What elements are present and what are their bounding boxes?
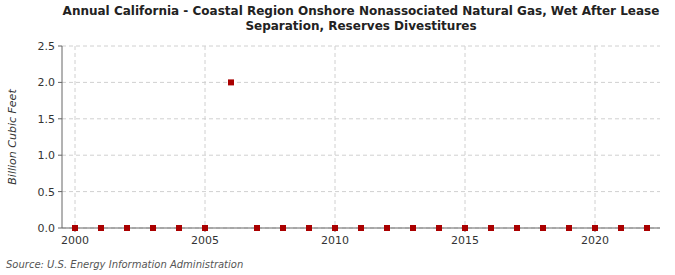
point: [358, 225, 364, 231]
grid-line-y: [62, 118, 660, 119]
point: [176, 225, 182, 231]
point: [462, 225, 468, 231]
point: [488, 225, 494, 231]
point: [410, 225, 416, 231]
point: [150, 225, 156, 231]
title: Annual California - Coastal Region Onsho…: [63, 4, 660, 33]
y-tick-label: 2.0: [38, 76, 56, 89]
y-tick-label: 0.5: [38, 186, 56, 199]
y-axis: [62, 46, 63, 228]
point: [202, 225, 208, 231]
x-tick-label: 2010: [321, 234, 349, 247]
y-tick-label: 0.0: [38, 222, 56, 235]
point: [384, 225, 390, 231]
point: [254, 225, 260, 231]
y-tick-label: 1.0: [38, 149, 56, 162]
point: [566, 225, 572, 231]
grid-line-y: [62, 191, 660, 192]
y-tick: [58, 228, 62, 229]
point: [98, 225, 104, 231]
point: [228, 79, 234, 85]
grid-line-x: [465, 46, 466, 228]
marks: [72, 79, 650, 231]
y-axis-label: Billion Cubic Feet: [6, 89, 19, 185]
grid-line-x: [335, 46, 336, 228]
y-tick-label: 2.5: [38, 40, 56, 53]
y-tick: [58, 155, 62, 156]
grid-line-x: [595, 46, 596, 228]
point: [72, 225, 78, 231]
x-tick-label: 2015: [451, 234, 479, 247]
point: [436, 225, 442, 231]
point: [540, 225, 546, 231]
point: [592, 225, 598, 231]
point: [618, 225, 624, 231]
y-tick: [58, 118, 62, 119]
point: [332, 225, 338, 231]
grid-line-x: [205, 46, 206, 228]
title-line: Separation, Reserves Divestitures: [245, 19, 476, 33]
x-tick-label: 2020: [581, 234, 609, 247]
grid-line-y: [62, 155, 660, 156]
point: [280, 225, 286, 231]
grid-line-x: [75, 46, 76, 228]
point: [514, 225, 520, 231]
point: [306, 225, 312, 231]
x-tick-label: 2005: [191, 234, 219, 247]
x-tick-label: 2000: [61, 234, 89, 247]
title-line: Annual California - Coastal Region Onsho…: [63, 4, 660, 18]
y-tick-label: 1.5: [38, 113, 56, 126]
y-tick: [58, 191, 62, 192]
grid-line-y: [62, 82, 660, 83]
grid-line-y: [62, 46, 660, 47]
y-tick: [58, 82, 62, 83]
point: [644, 225, 650, 231]
point: [124, 225, 130, 231]
source: Source: U.S. Energy Information Administ…: [6, 259, 243, 270]
y-tick: [58, 46, 62, 47]
